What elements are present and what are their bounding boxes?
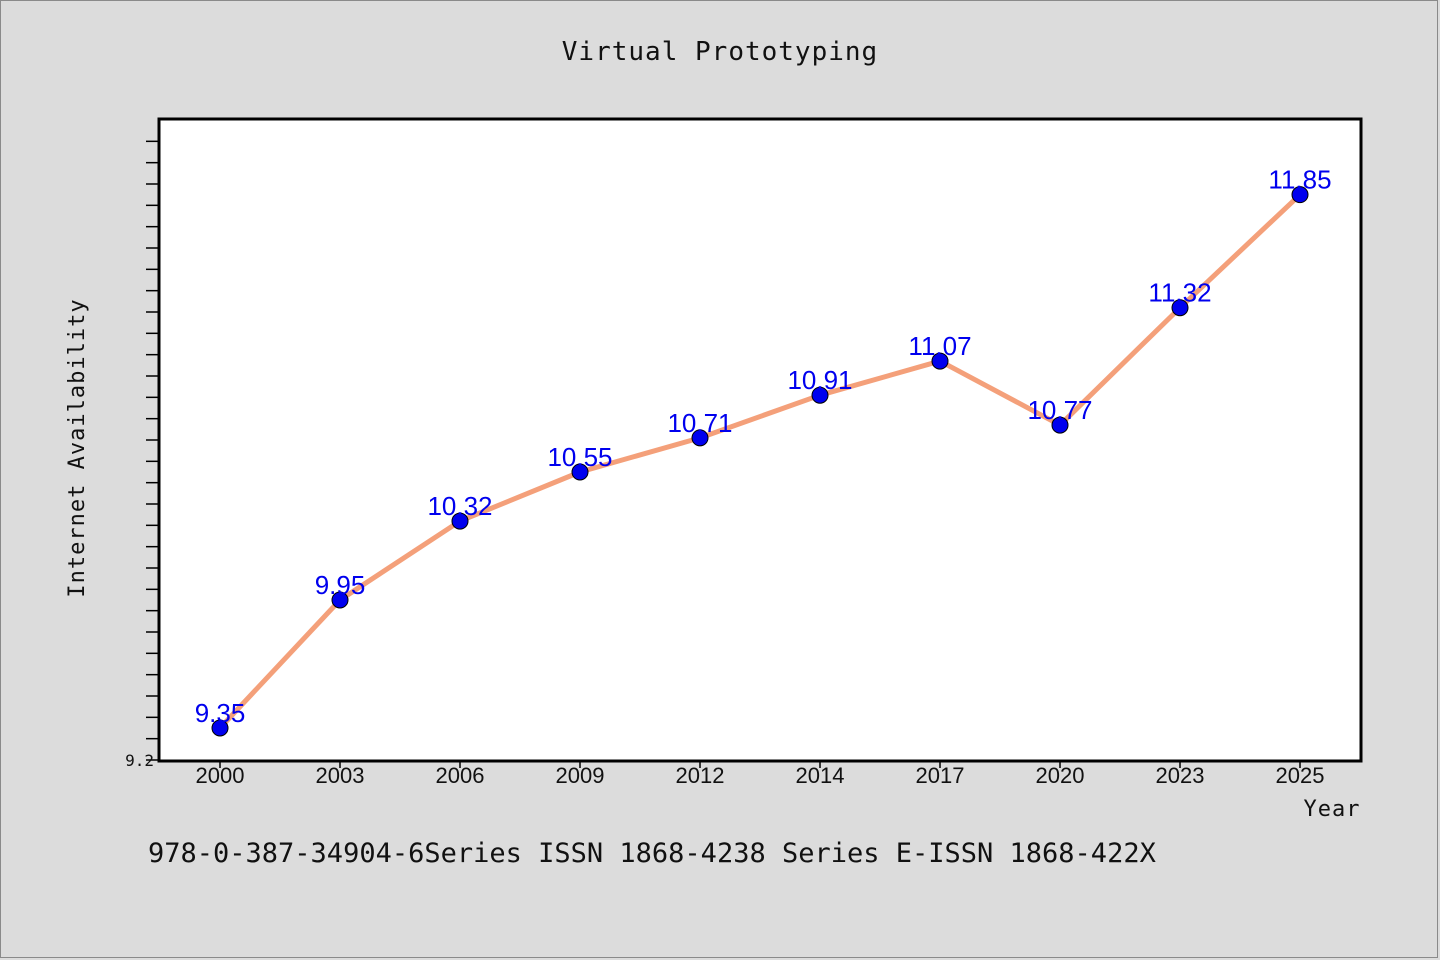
data-point	[331, 591, 349, 609]
y-tick-label: 9.2	[125, 751, 154, 770]
chart-title: Virtual Prototyping	[562, 37, 878, 67]
data-point	[451, 512, 469, 530]
x-tick-label: 2000	[196, 763, 245, 788]
series-group	[211, 186, 1309, 737]
data-label: 10.55	[547, 442, 612, 472]
data-label: 10.32	[427, 491, 492, 521]
data-point	[1051, 416, 1069, 434]
data-label: 9.95	[315, 570, 366, 600]
x-tick-label: 2006	[436, 763, 485, 788]
x-tick-label: 2020	[1036, 763, 1085, 788]
data-label: 10.91	[787, 365, 852, 395]
x-axis-ticks: 2000 2003 2006 2009 2012 2014 2017 2020 2023 2025	[196, 760, 1325, 788]
data-label: 11.85	[1268, 165, 1331, 195]
data-point	[1291, 186, 1309, 204]
footer-isbn: 978-0-387-34904-6Series ISSN 1868-4238 S…	[148, 838, 1156, 869]
y-axis-ticks: 9.2	[125, 140, 160, 770]
y-axis-label: Internet Availability	[65, 298, 90, 597]
x-tick-label: 2009	[556, 763, 605, 788]
plot-area	[157, 117, 1363, 763]
x-tick-label: 2012	[676, 763, 725, 788]
x-tick-label: 2014	[796, 763, 845, 788]
data-label: 10.77	[1027, 395, 1092, 425]
x-tick-label: 2023	[1156, 763, 1205, 788]
series-line	[217, 192, 1303, 731]
data-point	[1171, 299, 1189, 317]
data-label: 9.35	[195, 698, 246, 728]
data-point	[691, 429, 709, 447]
data-point	[931, 352, 949, 370]
data-point	[811, 386, 829, 404]
x-tick-label: 2025	[1276, 763, 1325, 788]
x-tick-label: 2017	[916, 763, 965, 788]
data-labels: 9.35 9.95 10.32 10.55 10.71 10.91 11.07 10.77 11…	[195, 165, 1332, 728]
data-label: 11.32	[1148, 278, 1211, 308]
data-label: 10.71	[667, 408, 732, 438]
data-label: 11.07	[908, 331, 971, 361]
data-point	[571, 463, 589, 481]
x-tick-label: 2003	[316, 763, 365, 788]
data-point	[211, 719, 229, 737]
x-axis-label: Year	[1304, 797, 1361, 822]
